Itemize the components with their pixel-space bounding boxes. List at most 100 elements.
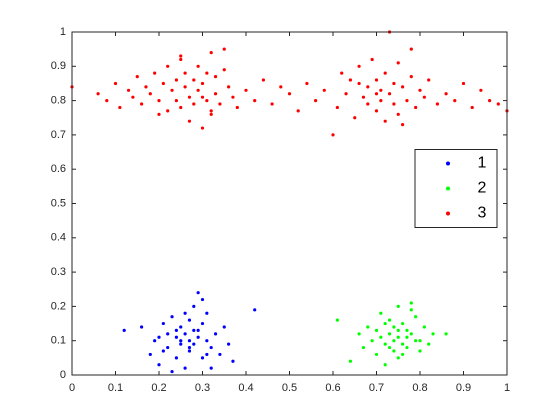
point: [218, 102, 222, 106]
point: [166, 345, 170, 350]
point: [161, 321, 165, 326]
point: [174, 328, 178, 333]
y-tick-label: 0.4: [51, 232, 66, 244]
point: [179, 325, 183, 329]
point: [183, 332, 187, 336]
point: [187, 339, 192, 343]
point: [374, 92, 379, 96]
point: [96, 92, 100, 96]
point: [153, 339, 157, 343]
point: [383, 342, 387, 346]
point: [192, 102, 196, 106]
point: [379, 88, 383, 92]
y-tick-label: 0.3: [51, 266, 66, 278]
point: [374, 328, 379, 333]
point: [161, 349, 165, 353]
y-tick-label: 0.7: [51, 129, 66, 141]
point: [314, 99, 318, 103]
point: [422, 95, 426, 99]
point: [196, 88, 200, 92]
point: [418, 349, 422, 353]
point: [261, 78, 265, 82]
point: [174, 356, 178, 360]
point: [200, 356, 205, 360]
point: [379, 335, 383, 339]
point: [205, 99, 209, 103]
point: [392, 102, 396, 106]
point: [387, 345, 392, 350]
point: [366, 85, 370, 89]
point: [396, 328, 400, 333]
point: [179, 54, 183, 58]
point: [357, 81, 361, 86]
point: [174, 99, 178, 103]
legend-label: 3: [478, 205, 487, 222]
point: [374, 352, 379, 357]
point: [200, 126, 205, 130]
point: [387, 92, 392, 96]
legend-label: 1: [478, 155, 487, 172]
point: [335, 105, 339, 110]
point: [414, 105, 418, 110]
point: [370, 57, 374, 62]
point: [409, 308, 413, 312]
point: [166, 109, 170, 113]
point: [405, 99, 409, 103]
point: [374, 78, 379, 82]
point: [279, 85, 283, 89]
point: [205, 71, 209, 75]
point: [392, 349, 396, 353]
point: [431, 332, 435, 336]
point: [192, 342, 196, 346]
y-tick-label: 0.2: [51, 300, 66, 312]
point: [170, 88, 174, 92]
point: [461, 81, 466, 86]
point: [387, 318, 392, 322]
point: [187, 119, 192, 123]
point: [392, 81, 396, 86]
point: [418, 88, 422, 92]
point: [344, 92, 348, 96]
point: [383, 363, 387, 367]
x-tick-label: 0.9: [456, 382, 471, 394]
point: [383, 119, 387, 123]
point: [209, 366, 213, 370]
point: [192, 328, 196, 333]
point: [409, 332, 413, 336]
point: [427, 78, 431, 82]
point: [331, 133, 335, 137]
x-tick-label: 0.7: [369, 382, 384, 394]
point: [253, 308, 257, 312]
point: [396, 304, 400, 308]
point: [200, 81, 205, 86]
point: [435, 102, 439, 106]
point: [270, 102, 274, 106]
point: [200, 95, 205, 99]
point: [222, 68, 226, 72]
point: [222, 47, 226, 51]
point: [244, 88, 248, 92]
point: [409, 47, 413, 51]
point: [196, 291, 200, 295]
point: [126, 88, 131, 92]
point: [444, 92, 448, 96]
point: [183, 71, 187, 75]
point: [157, 99, 161, 103]
x-tick-label: 0.2: [151, 382, 166, 394]
point: [361, 345, 366, 350]
point: [148, 352, 152, 357]
point: [370, 339, 374, 343]
point: [231, 359, 235, 363]
point: [396, 335, 400, 339]
point: [122, 328, 126, 333]
point: [196, 64, 200, 68]
point: [183, 366, 187, 370]
point: [179, 339, 183, 343]
point: [222, 325, 226, 329]
point: [161, 81, 165, 86]
point: [383, 71, 387, 75]
point: [192, 78, 196, 82]
point: [357, 64, 361, 68]
point: [396, 356, 400, 360]
point: [396, 112, 400, 116]
